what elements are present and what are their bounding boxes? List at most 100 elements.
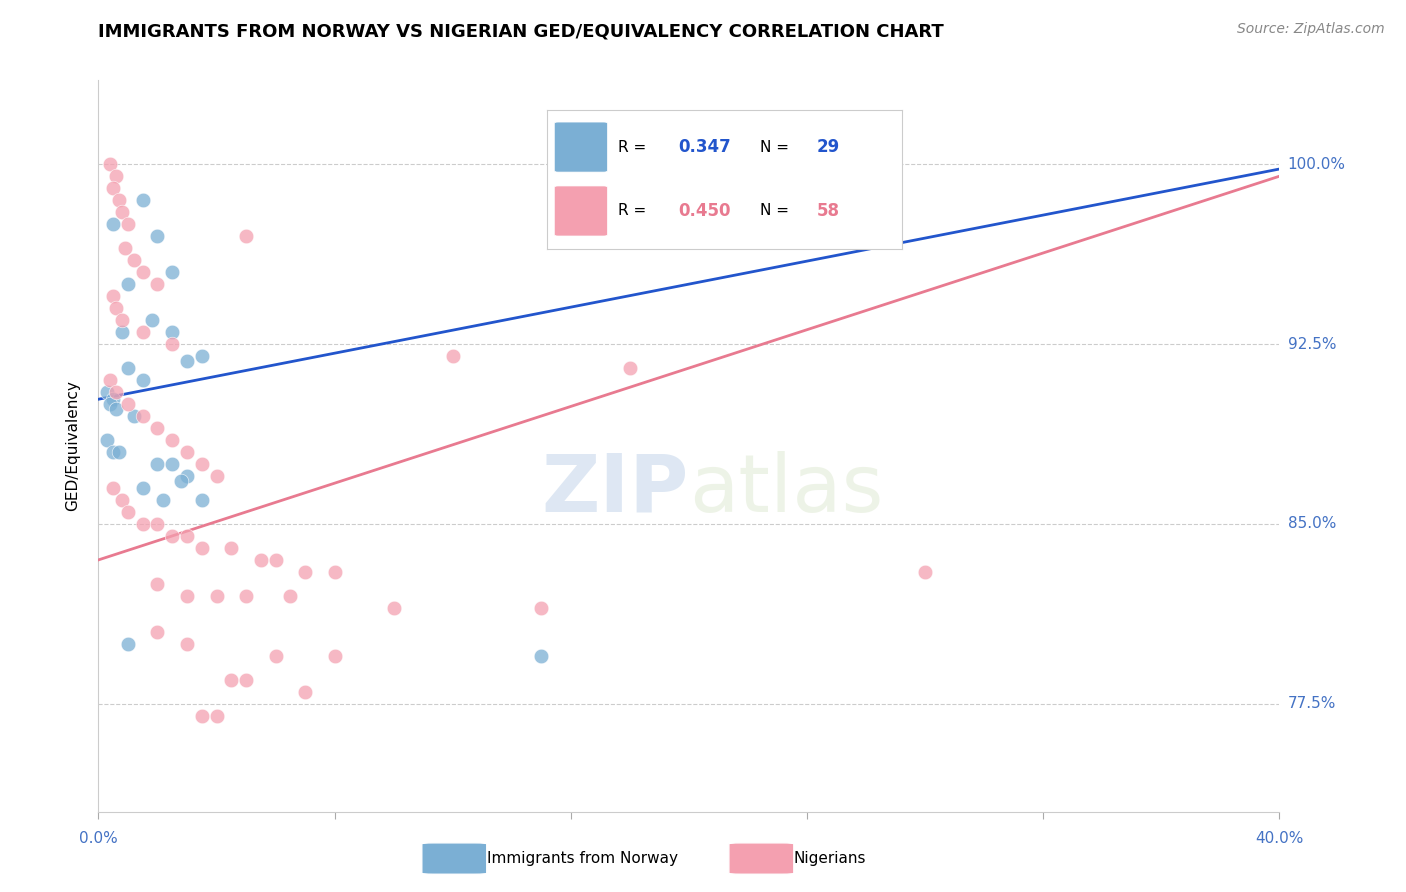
Point (250, 553, 273, 567)
Point (105, 385, 128, 400)
Point (162, 265, 183, 279)
Point (146, 577, 169, 591)
Point (170, 474, 193, 488)
Point (141, 313, 163, 327)
Text: 100.0%: 100.0% (1288, 157, 1346, 172)
Point (96, 385, 118, 400)
Point (103, 289, 125, 303)
Point (117, 637, 139, 651)
Point (146, 277, 169, 292)
Text: 92.5%: 92.5% (1288, 336, 1336, 351)
Point (914, 565, 936, 579)
Y-axis label: GED/Equivalency: GED/Equivalency (65, 381, 80, 511)
Point (205, 589, 228, 603)
Point (146, 229, 169, 244)
Point (162, 529, 183, 543)
Point (205, 469, 228, 483)
Point (146, 624, 169, 639)
Point (176, 589, 198, 603)
Point (96, 433, 118, 447)
Point (105, 401, 128, 416)
Point (191, 349, 214, 363)
Point (132, 193, 155, 207)
Point (191, 457, 214, 471)
Point (162, 325, 183, 339)
Text: Immigrants from Norway: Immigrants from Norway (486, 851, 678, 866)
Point (98, 373, 121, 387)
Point (152, 492, 174, 507)
Text: 77.5%: 77.5% (1288, 697, 1336, 711)
Point (146, 516, 169, 531)
Point (105, 169, 128, 184)
Point (117, 277, 139, 292)
Text: IMMIGRANTS FROM NORWAY VS NIGERIAN GED/EQUIVALENCY CORRELATION CHART: IMMIGRANTS FROM NORWAY VS NIGERIAN GED/E… (98, 22, 945, 40)
Point (162, 457, 183, 471)
Text: ZIP: ZIP (541, 450, 689, 529)
Point (103, 392, 125, 407)
Text: 40.0%: 40.0% (1256, 831, 1303, 846)
Point (111, 492, 134, 507)
Point (176, 445, 198, 459)
Point (191, 708, 214, 723)
Point (162, 433, 183, 447)
Point (294, 685, 316, 699)
Point (111, 313, 134, 327)
Point (176, 469, 198, 483)
Point (219, 541, 243, 555)
Point (122, 409, 145, 423)
Point (191, 492, 214, 507)
Point (117, 361, 139, 376)
Point (98, 397, 121, 411)
Point (219, 673, 243, 687)
Point (108, 445, 131, 459)
Text: Source: ZipAtlas.com: Source: ZipAtlas.com (1237, 22, 1385, 37)
Point (162, 337, 183, 351)
Point (323, 565, 346, 579)
Point (162, 853, 183, 867)
Point (105, 301, 128, 315)
Point (264, 553, 287, 567)
Point (146, 457, 169, 471)
Point (264, 648, 287, 663)
Point (103, 445, 125, 459)
Point (294, 565, 316, 579)
Point (132, 325, 155, 339)
Point (176, 354, 198, 368)
Point (191, 541, 214, 555)
Text: 85.0%: 85.0% (1288, 516, 1336, 532)
Point (111, 205, 134, 219)
Point (176, 529, 198, 543)
Point (114, 241, 136, 255)
Point (132, 516, 155, 531)
Point (132, 373, 155, 387)
Point (132, 481, 155, 495)
Point (132, 409, 155, 423)
Point (111, 325, 134, 339)
Point (530, 600, 553, 615)
Point (619, 361, 641, 376)
Point (235, 673, 257, 687)
Point (108, 193, 131, 207)
Point (146, 421, 169, 435)
FancyBboxPatch shape (728, 843, 794, 874)
Point (441, 349, 464, 363)
Point (117, 397, 139, 411)
Point (205, 708, 228, 723)
Point (103, 217, 125, 231)
FancyBboxPatch shape (422, 843, 486, 874)
Point (235, 589, 257, 603)
Point (382, 600, 405, 615)
Point (103, 181, 125, 195)
Point (122, 253, 145, 268)
Point (117, 505, 139, 519)
Text: atlas: atlas (689, 450, 883, 529)
Point (98, 157, 121, 171)
Point (530, 648, 553, 663)
Text: 0.0%: 0.0% (79, 831, 118, 846)
Text: Nigerians: Nigerians (794, 851, 866, 866)
Point (323, 648, 346, 663)
Point (132, 265, 155, 279)
Point (103, 481, 125, 495)
Point (117, 217, 139, 231)
Point (176, 637, 198, 651)
